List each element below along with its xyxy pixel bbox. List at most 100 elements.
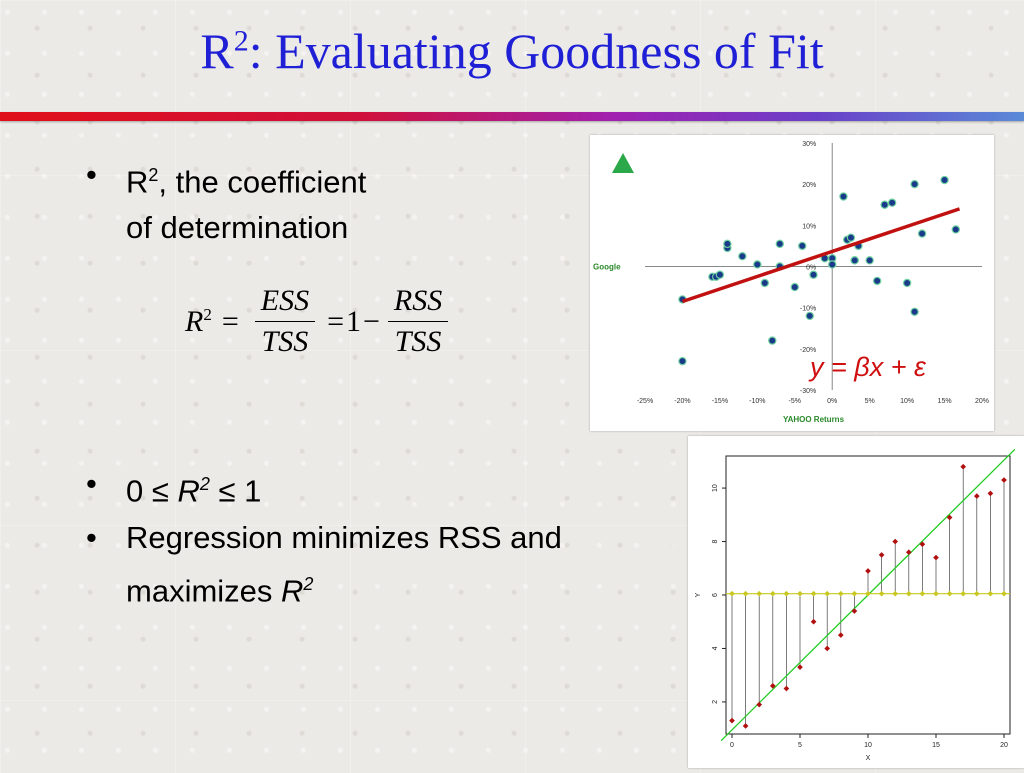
data-point bbox=[878, 552, 885, 558]
data-point bbox=[917, 229, 927, 238]
model-equation: y = βx + ε bbox=[808, 352, 927, 382]
mean-point bbox=[756, 590, 763, 597]
data-point bbox=[775, 239, 784, 249]
mean-point bbox=[851, 590, 858, 597]
x-tick-label: -5% bbox=[789, 398, 801, 405]
mean-point bbox=[987, 590, 994, 597]
y-axis-title: Google bbox=[593, 263, 621, 272]
data-point bbox=[880, 200, 889, 209]
mean-point bbox=[797, 590, 803, 597]
y-tick-label: 4 bbox=[712, 646, 719, 650]
data-point bbox=[865, 256, 874, 265]
data-point bbox=[678, 356, 687, 366]
regression-line bbox=[681, 207, 961, 304]
mean-point bbox=[729, 590, 735, 597]
x-tick-label: 15% bbox=[938, 398, 952, 405]
data-point bbox=[850, 256, 859, 265]
title-divider bbox=[0, 112, 1024, 121]
mean-point bbox=[946, 590, 953, 597]
x-tick-label: -15% bbox=[712, 398, 728, 405]
y-tick-label: -20% bbox=[800, 347, 816, 354]
y-tick-label: 20% bbox=[802, 182, 816, 189]
data-point bbox=[940, 175, 949, 185]
x-tick-label: 5% bbox=[865, 398, 875, 405]
data-point bbox=[760, 278, 770, 288]
ess-fraction: ESS TSS bbox=[254, 285, 316, 358]
x-tick-label: 10 bbox=[864, 742, 872, 749]
mean-point bbox=[824, 590, 831, 597]
data-point bbox=[715, 270, 725, 279]
x-tick-label: 20% bbox=[975, 398, 989, 405]
data-point bbox=[1001, 477, 1007, 483]
data-point bbox=[851, 608, 858, 614]
y-tick-label: 6 bbox=[712, 593, 719, 597]
bullet-regression-cont: maximizes R2 bbox=[126, 572, 314, 608]
bullet-r2-range: 0 ≤ R2 ≤ 1 bbox=[86, 461, 562, 514]
data-point bbox=[987, 490, 994, 497]
mean-point bbox=[769, 590, 776, 597]
y-tick-label: 30% bbox=[802, 141, 816, 148]
mean-point bbox=[919, 590, 926, 597]
data-point bbox=[910, 307, 919, 316]
x-tick-label: -25% bbox=[637, 398, 653, 405]
data-point bbox=[768, 336, 777, 345]
data-point bbox=[756, 701, 763, 708]
data-point bbox=[839, 192, 848, 201]
y-tick-label: 2 bbox=[712, 700, 719, 704]
google-logo-icon bbox=[612, 153, 634, 173]
data-point bbox=[742, 723, 749, 729]
bullet-regression: Regression minimizes RSS and bbox=[86, 515, 562, 561]
data-point bbox=[753, 260, 762, 269]
data-point bbox=[902, 278, 912, 288]
data-point bbox=[846, 233, 856, 242]
mean-point bbox=[783, 590, 790, 597]
data-point bbox=[783, 685, 790, 692]
x-tick-label: 20 bbox=[1000, 742, 1008, 749]
data-point bbox=[809, 270, 818, 279]
y-tick-label: -10% bbox=[800, 306, 816, 313]
mean-point bbox=[810, 590, 817, 597]
data-point bbox=[729, 717, 735, 724]
data-point bbox=[828, 260, 837, 269]
data-point bbox=[872, 276, 882, 286]
y-axis-title: Y bbox=[695, 592, 702, 597]
data-point bbox=[933, 554, 939, 561]
mean-point bbox=[905, 590, 912, 597]
x-tick-label: 15 bbox=[932, 742, 940, 749]
data-point bbox=[810, 618, 817, 625]
y-tick-label: 0% bbox=[806, 265, 816, 272]
x-axis-title: X bbox=[866, 755, 871, 762]
data-point bbox=[738, 252, 747, 261]
data-point bbox=[887, 198, 897, 207]
regression-illustration-chart: 0 5 10 15 20 2 4 6 8 10 X Y bbox=[688, 436, 1024, 768]
google-yahoo-scatter-chart: -25% -20% -15% -10% -5% 0% 5% 10% 15% 20% 30% 20% 10… bbox=[590, 135, 994, 431]
x-tick-label: 10% bbox=[900, 398, 914, 405]
data-point bbox=[805, 311, 814, 321]
mean-point bbox=[933, 590, 939, 597]
data-point bbox=[892, 538, 899, 545]
page-title: R2: Evaluating Goodness of Fit bbox=[200, 23, 824, 79]
data-point bbox=[723, 239, 732, 249]
bullet-r2-definition: R2, the coefficient bbox=[86, 152, 562, 205]
y-tick-label: 10 bbox=[712, 484, 719, 492]
x-tick-label: -10% bbox=[749, 398, 765, 405]
data-point bbox=[797, 664, 803, 671]
x-tick-label: -20% bbox=[674, 398, 690, 405]
bullet-list: R2, the coefficient of determination 0 ≤… bbox=[86, 152, 562, 614]
bullet-r2-definition-cont: of determination bbox=[126, 210, 349, 246]
mean-point bbox=[973, 590, 980, 597]
mean-point bbox=[960, 590, 967, 597]
mean-point bbox=[865, 590, 871, 597]
x-tick-label: 0 bbox=[730, 742, 734, 749]
rss-fraction: RSS TSS bbox=[387, 285, 449, 358]
data-point bbox=[837, 632, 844, 638]
data-point bbox=[960, 463, 967, 470]
data-point bbox=[865, 568, 871, 574]
x-tick-label: 0% bbox=[827, 398, 837, 405]
regression-plot-svg: 0 5 10 15 20 2 4 6 8 10 X Y bbox=[695, 448, 1016, 762]
data-point bbox=[824, 645, 831, 652]
data-point bbox=[951, 225, 960, 234]
x-axis-title: YAHOO Returns bbox=[783, 415, 845, 424]
mean-point bbox=[1001, 590, 1007, 597]
